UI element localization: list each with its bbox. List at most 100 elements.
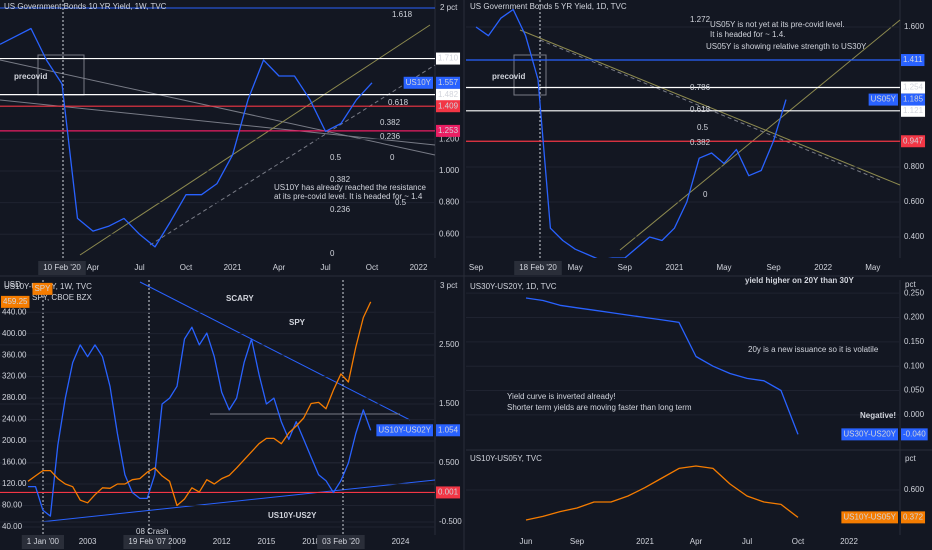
x-tick-label: May — [716, 263, 731, 272]
x-tick-label: Sep — [570, 537, 585, 546]
annotation: 0.786 — [690, 83, 711, 92]
x-tick-label: Oct — [792, 537, 805, 546]
x-tick-label: Apr — [273, 263, 286, 272]
annotation: 0.5 — [395, 198, 407, 207]
annotation: 08 Crash — [136, 527, 168, 536]
chart-title: US10Y-US05Y, TVC — [470, 454, 542, 463]
annotation: Shorter term yields are moving faster th… — [507, 403, 692, 412]
badge-box — [868, 93, 898, 106]
price-badge: US10Y-US05Y — [841, 511, 898, 524]
badge-box — [901, 54, 925, 67]
price-badge: US05Y — [868, 93, 898, 106]
price-badge: 1.185 — [901, 93, 926, 106]
x-tick-label: Jul — [134, 263, 144, 272]
x-tick-label: 2021 — [224, 263, 242, 272]
badge-box — [436, 486, 461, 499]
x-label-bg — [123, 535, 171, 549]
price-badge: SPY — [32, 282, 53, 295]
box — [513, 54, 547, 96]
annotation: yield higher on 20Y than 30Y — [745, 276, 854, 285]
trend-line — [39, 479, 436, 523]
y-tick-label: 1.200 — [439, 134, 460, 143]
axis-unit: 3 pct — [440, 281, 458, 290]
annotation: 0.382 — [690, 138, 711, 147]
annotation: SCARY — [226, 294, 254, 303]
series-line — [0, 27, 373, 248]
x-label-bg — [514, 261, 562, 275]
badge-box — [436, 124, 461, 137]
plot-area — [466, 8, 900, 258]
series-line — [525, 297, 799, 435]
x-tick-label: Jul — [320, 263, 330, 272]
badge-box — [403, 76, 433, 89]
y-tick-label: 360.00 — [2, 350, 27, 359]
x-tick-label: 2018 — [302, 537, 320, 546]
trend-line — [79, 24, 431, 256]
x-tick-label: 2021 — [666, 263, 684, 272]
price-badge: 1.710 — [436, 52, 461, 65]
price-badge: 459.25 — [1, 295, 30, 308]
chart-subtitle: SPY, CBOE BZX — [32, 293, 93, 302]
annotation: 0.618 — [388, 98, 409, 107]
x-tick-label: May — [865, 263, 880, 272]
annotation: It is headed for ~ 1.4. — [710, 30, 785, 39]
y-tick-label: 240.00 — [2, 415, 27, 424]
plot-area — [0, 27, 435, 248]
trend-line — [619, 19, 901, 251]
badge-box — [841, 428, 898, 441]
x-tick-label: 2022 — [814, 263, 832, 272]
axis-unit: pct — [905, 280, 916, 289]
badge-label: -0.040 — [903, 429, 926, 438]
y-tick-label: 0.000 — [904, 410, 925, 419]
badge-label: 1.254 — [903, 83, 924, 92]
badge-label: 1.409 — [438, 101, 459, 110]
axis-unit: USD — [4, 280, 21, 289]
y-tick-label: 0.600 — [904, 485, 925, 494]
annotation: 1.272 — [690, 15, 711, 24]
badge-label: 1.710 — [438, 54, 459, 63]
series-line — [28, 326, 372, 517]
price-badge: 1.121 — [901, 104, 926, 117]
annotation: precovid — [14, 72, 47, 81]
x-tick-label: 1 Jan '00 — [27, 537, 60, 546]
annotation: 0 — [703, 190, 708, 199]
badge-label: US10Y-US02Y — [378, 425, 431, 434]
y-tick-label: 1.000 — [439, 166, 460, 175]
y-tick-label: 1.500 — [439, 399, 460, 408]
axis-unit: pct — [905, 454, 916, 463]
badge-box — [376, 424, 433, 437]
annotation: 0.618 — [690, 105, 711, 114]
y-tick-label: 0.100 — [904, 361, 925, 370]
annotation: 0.382 — [380, 118, 401, 127]
badge-label: US10Y — [406, 78, 432, 87]
y-tick-label: 0.150 — [904, 337, 925, 346]
price-badge: 0.001 — [436, 486, 461, 499]
badge-label: 1.253 — [438, 126, 459, 135]
annotation: US05Y is not yet at its pre-covid level. — [710, 20, 845, 29]
x-tick-label: 2009 — [168, 537, 186, 546]
x-tick-label: 2024 — [392, 537, 410, 546]
badge-box — [841, 511, 898, 524]
badge-box — [1, 295, 30, 308]
badge-box — [436, 100, 461, 113]
badge-box — [32, 282, 53, 295]
y-tick-label: 80.00 — [2, 501, 23, 510]
annotation: SPY — [289, 318, 306, 327]
plot-area — [0, 301, 435, 528]
annotation: 0.382 — [330, 175, 351, 184]
x-tick-label: Jun — [520, 537, 533, 546]
annotation: at its pre-covid level. It is headed for… — [274, 192, 423, 201]
chart-title: US30Y-US20Y, 1D, TVC — [470, 282, 557, 291]
x-tick-label: 10 Feb '20 — [43, 263, 81, 272]
x-tick-label: May — [568, 263, 583, 272]
x-tick-label: Oct — [366, 263, 379, 272]
price-badge: 0.947 — [901, 135, 926, 148]
price-badge: 1.409 — [436, 100, 461, 113]
badge-box — [436, 424, 461, 437]
trend-line — [0, 99, 436, 146]
y-tick-label: 400.00 — [2, 329, 27, 338]
price-badge: 1.054 — [436, 424, 461, 437]
annotation: Negative! — [860, 411, 896, 420]
annotation: 0.5 — [697, 123, 709, 132]
